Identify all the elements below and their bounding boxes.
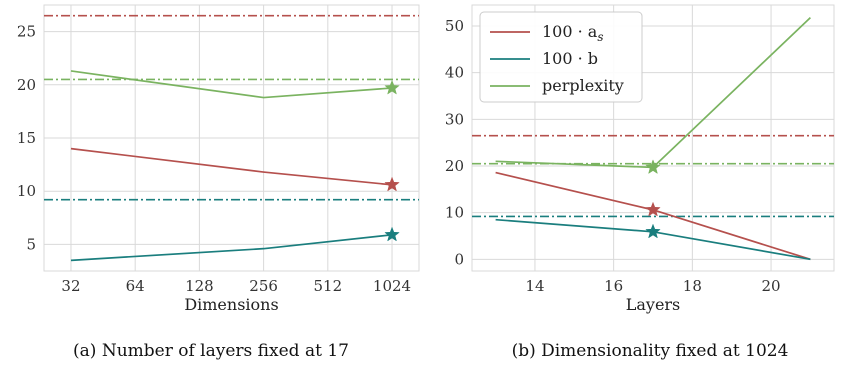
y-tick-label: 5 [26, 235, 36, 253]
legend-label-beta: 100 · b [542, 49, 598, 68]
y-tick-label: 10 [445, 204, 464, 222]
star-marker-perplexity [384, 79, 400, 95]
x-axis-label: Layers [626, 295, 681, 314]
star-marker-alpha [645, 201, 661, 217]
x-tick-label: 1024 [373, 277, 411, 295]
star-marker-beta [384, 226, 400, 242]
x-axis-label: Dimensions [184, 295, 278, 314]
chart-caption: (a) Number of layers fixed at 17 [73, 341, 349, 361]
star-marker-beta [645, 223, 661, 239]
y-tick-label: 0 [454, 250, 464, 268]
chart-caption: (b) Dimensionality fixed at 1024 [512, 341, 789, 361]
series-line-alpha [70, 147, 393, 186]
y-tick-label: 25 [17, 23, 36, 41]
y-tick-label: 50 [445, 17, 464, 35]
y-tick-label: 15 [17, 129, 36, 147]
x-tick-label: 64 [126, 277, 145, 295]
legend-label-alpha: 100 · as [542, 22, 604, 44]
chart-a: 32 64 128 256 512 1024 5 10 15 20 25 Dimensions (a) … [17, 4, 420, 361]
legend-label-text: 100 · b [542, 49, 598, 68]
x-tick-label: 512 [313, 277, 342, 295]
legend-label-subscript: s [597, 30, 603, 44]
legend-label-text: perplexity [542, 76, 624, 95]
series-line-perplexity [70, 70, 393, 99]
y-tick-label: 20 [17, 76, 36, 94]
star-marker-alpha [384, 176, 400, 192]
legend-box [479, 11, 643, 103]
series-line-beta [70, 233, 393, 262]
y-tick-label: 40 [445, 64, 464, 82]
x-tick-label: 20 [761, 277, 780, 295]
chart-b: 14 16 18 20 0 10 20 30 40 50 Layers (b) Dimensional… [445, 4, 835, 361]
y-tick-label: 20 [445, 157, 464, 175]
x-tick-label: 16 [604, 277, 623, 295]
x-tick-label: 256 [249, 277, 278, 295]
star-marker-perplexity [645, 159, 661, 175]
legend-label-text: 100 · a [542, 22, 598, 41]
y-tick-label: 30 [445, 110, 464, 128]
x-tick-label: 18 [683, 277, 702, 295]
y-tick-label: 10 [17, 182, 36, 200]
legend: 100 · as 100 · b perplexity [479, 11, 643, 103]
x-tick-label: 14 [525, 277, 544, 295]
legend-label-perplexity: perplexity [542, 76, 624, 95]
x-tick-label: 32 [61, 277, 80, 295]
x-tick-label: 128 [185, 277, 214, 295]
